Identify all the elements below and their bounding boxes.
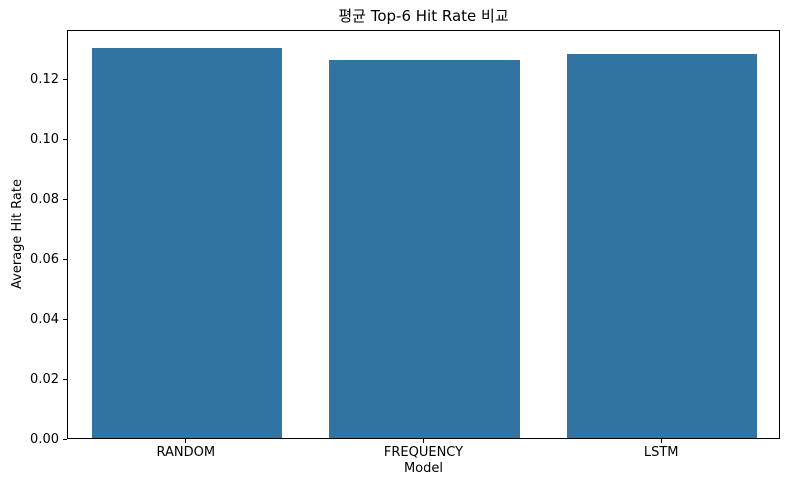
y-tick-mark [63, 318, 67, 320]
x-tick-mark [185, 439, 187, 443]
plot-area [67, 30, 780, 439]
bar-lstm [567, 54, 758, 438]
x-axis-label: Model [403, 461, 444, 476]
y-tick-label: 0.04 [30, 311, 59, 327]
y-tick-mark [63, 438, 67, 440]
x-tick-label-random: RANDOM [156, 445, 216, 460]
y-tick-label: 0.12 [30, 71, 59, 87]
y-tick-label: 0.08 [30, 191, 59, 207]
y-tick-label: 0.06 [30, 251, 59, 267]
y-tick-label: 0.10 [30, 131, 59, 147]
y-axis-label: Average Hit Rate [10, 179, 25, 289]
chart-title: 평균 Top-6 Hit Rate 비교 [338, 7, 509, 25]
y-tick-label: 0.02 [30, 371, 59, 387]
x-tick-label-frequency: FREQUENCY [383, 445, 464, 460]
x-tick-mark [423, 439, 424, 443]
x-tick-label-lstm: LSTM [643, 445, 679, 460]
y-tick-mark [63, 378, 67, 380]
y-tick-mark [63, 138, 67, 140]
y-tick-mark [63, 258, 67, 260]
y-tick-label: 0.00 [30, 431, 59, 447]
bar-random [91, 48, 282, 438]
y-tick-mark [63, 198, 67, 200]
bar-frequency [329, 60, 520, 438]
y-tick-mark [63, 78, 67, 80]
x-tick-mark [660, 439, 662, 443]
